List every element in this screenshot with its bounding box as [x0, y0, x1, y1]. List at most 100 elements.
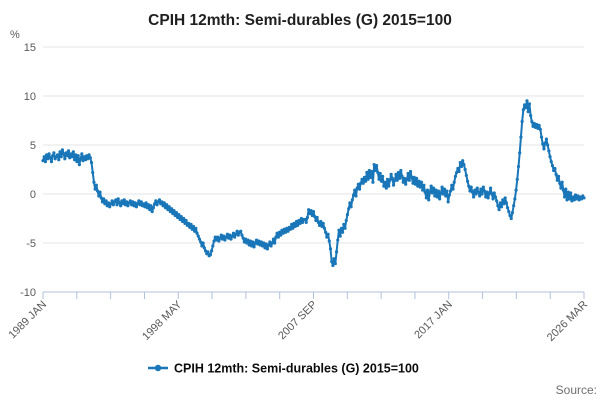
data-point: [334, 250, 339, 254]
data-point: [384, 186, 388, 190]
data-point: [70, 155, 74, 159]
data-point: [275, 231, 279, 235]
data-point: [236, 233, 240, 237]
data-point: [63, 157, 67, 161]
data-point: [521, 108, 525, 112]
data-point: [233, 235, 237, 239]
data-point: [311, 210, 316, 214]
data-point: [239, 229, 243, 233]
data-point: [342, 222, 346, 226]
data-point: [374, 163, 379, 168]
data-point: [395, 178, 399, 182]
data-point: [357, 187, 362, 191]
data-point: [94, 183, 98, 187]
legend-item[interactable]: CPIH 12mth: Semi-durables (G) 2015=100: [148, 362, 419, 376]
data-point: [93, 187, 97, 191]
data-point: [166, 208, 170, 212]
data-point: [456, 166, 460, 171]
data-point: [468, 189, 472, 193]
data-point: [536, 126, 540, 130]
data-point: [422, 183, 426, 187]
data-point: [252, 245, 256, 249]
data-point: [97, 194, 101, 198]
data-point: [481, 185, 485, 189]
data-point: [169, 207, 174, 211]
data-point: [62, 152, 66, 156]
data-point: [515, 177, 519, 181]
data-point: [560, 180, 564, 184]
data-point: [291, 226, 295, 230]
data-point: [172, 209, 176, 213]
data-point: [531, 124, 535, 128]
data-point: [309, 209, 313, 213]
data-point: [388, 178, 392, 182]
data-point: [91, 170, 95, 175]
data-point: [246, 238, 250, 242]
data-point: [79, 157, 83, 161]
data-point: [537, 123, 541, 127]
data-point: [425, 188, 430, 192]
data-point: [326, 232, 330, 236]
data-point: [553, 166, 557, 171]
data-point: [292, 221, 296, 225]
data-point: [399, 168, 403, 173]
data-point: [213, 235, 217, 239]
data-point: [507, 210, 511, 214]
data-point: [541, 142, 545, 146]
series-line[interactable]: [42, 99, 585, 267]
data-point: [74, 153, 78, 157]
data-point: [247, 243, 251, 247]
data-point: [390, 176, 394, 180]
data-point: [71, 150, 75, 154]
data-point: [470, 190, 474, 194]
data-point: [322, 226, 327, 230]
data-point: [188, 225, 192, 229]
data-point: [300, 220, 305, 225]
data-point: [324, 230, 328, 234]
data-point: [143, 205, 147, 209]
data-point: [128, 199, 132, 203]
data-point: [366, 177, 370, 181]
data-point: [108, 205, 112, 209]
data-point: [327, 239, 331, 243]
data-point: [373, 168, 377, 173]
data-point: [102, 197, 106, 201]
data-point: [297, 218, 301, 223]
data-point: [212, 239, 216, 243]
legend-marker-icon: [154, 364, 162, 372]
y-tick-label: -10: [20, 287, 36, 299]
data-point: [539, 135, 544, 139]
data-point: [520, 119, 524, 124]
data-point: [463, 167, 467, 172]
chart-title: CPIH 12mth: Semi-durables (G) 2015=100: [148, 12, 452, 29]
data-point: [282, 227, 286, 231]
data-point: [382, 184, 386, 188]
data-point: [229, 237, 233, 241]
data-point: [308, 212, 312, 216]
data-point: [458, 161, 462, 165]
gridlines: [43, 46, 584, 293]
y-tick-label: 5: [30, 140, 36, 152]
data-point: [547, 149, 551, 153]
data-point: [582, 196, 586, 200]
data-point: [505, 206, 510, 210]
data-point: [570, 199, 574, 203]
data-point: [120, 199, 124, 203]
data-point: [381, 174, 385, 178]
data-point: [230, 234, 234, 238]
data-point: [49, 160, 54, 164]
data-point: [354, 194, 358, 198]
data-point: [183, 221, 187, 225]
data-point: [495, 199, 499, 203]
data-point: [542, 147, 546, 151]
data-point: [320, 224, 324, 228]
data-point: [347, 207, 351, 211]
data-series[interactable]: [41, 99, 586, 268]
data-point: [57, 158, 61, 162]
data-point: [573, 193, 578, 197]
data-point: [332, 257, 336, 261]
data-point: [427, 198, 431, 202]
data-point: [288, 227, 293, 231]
data-point: [333, 261, 337, 266]
